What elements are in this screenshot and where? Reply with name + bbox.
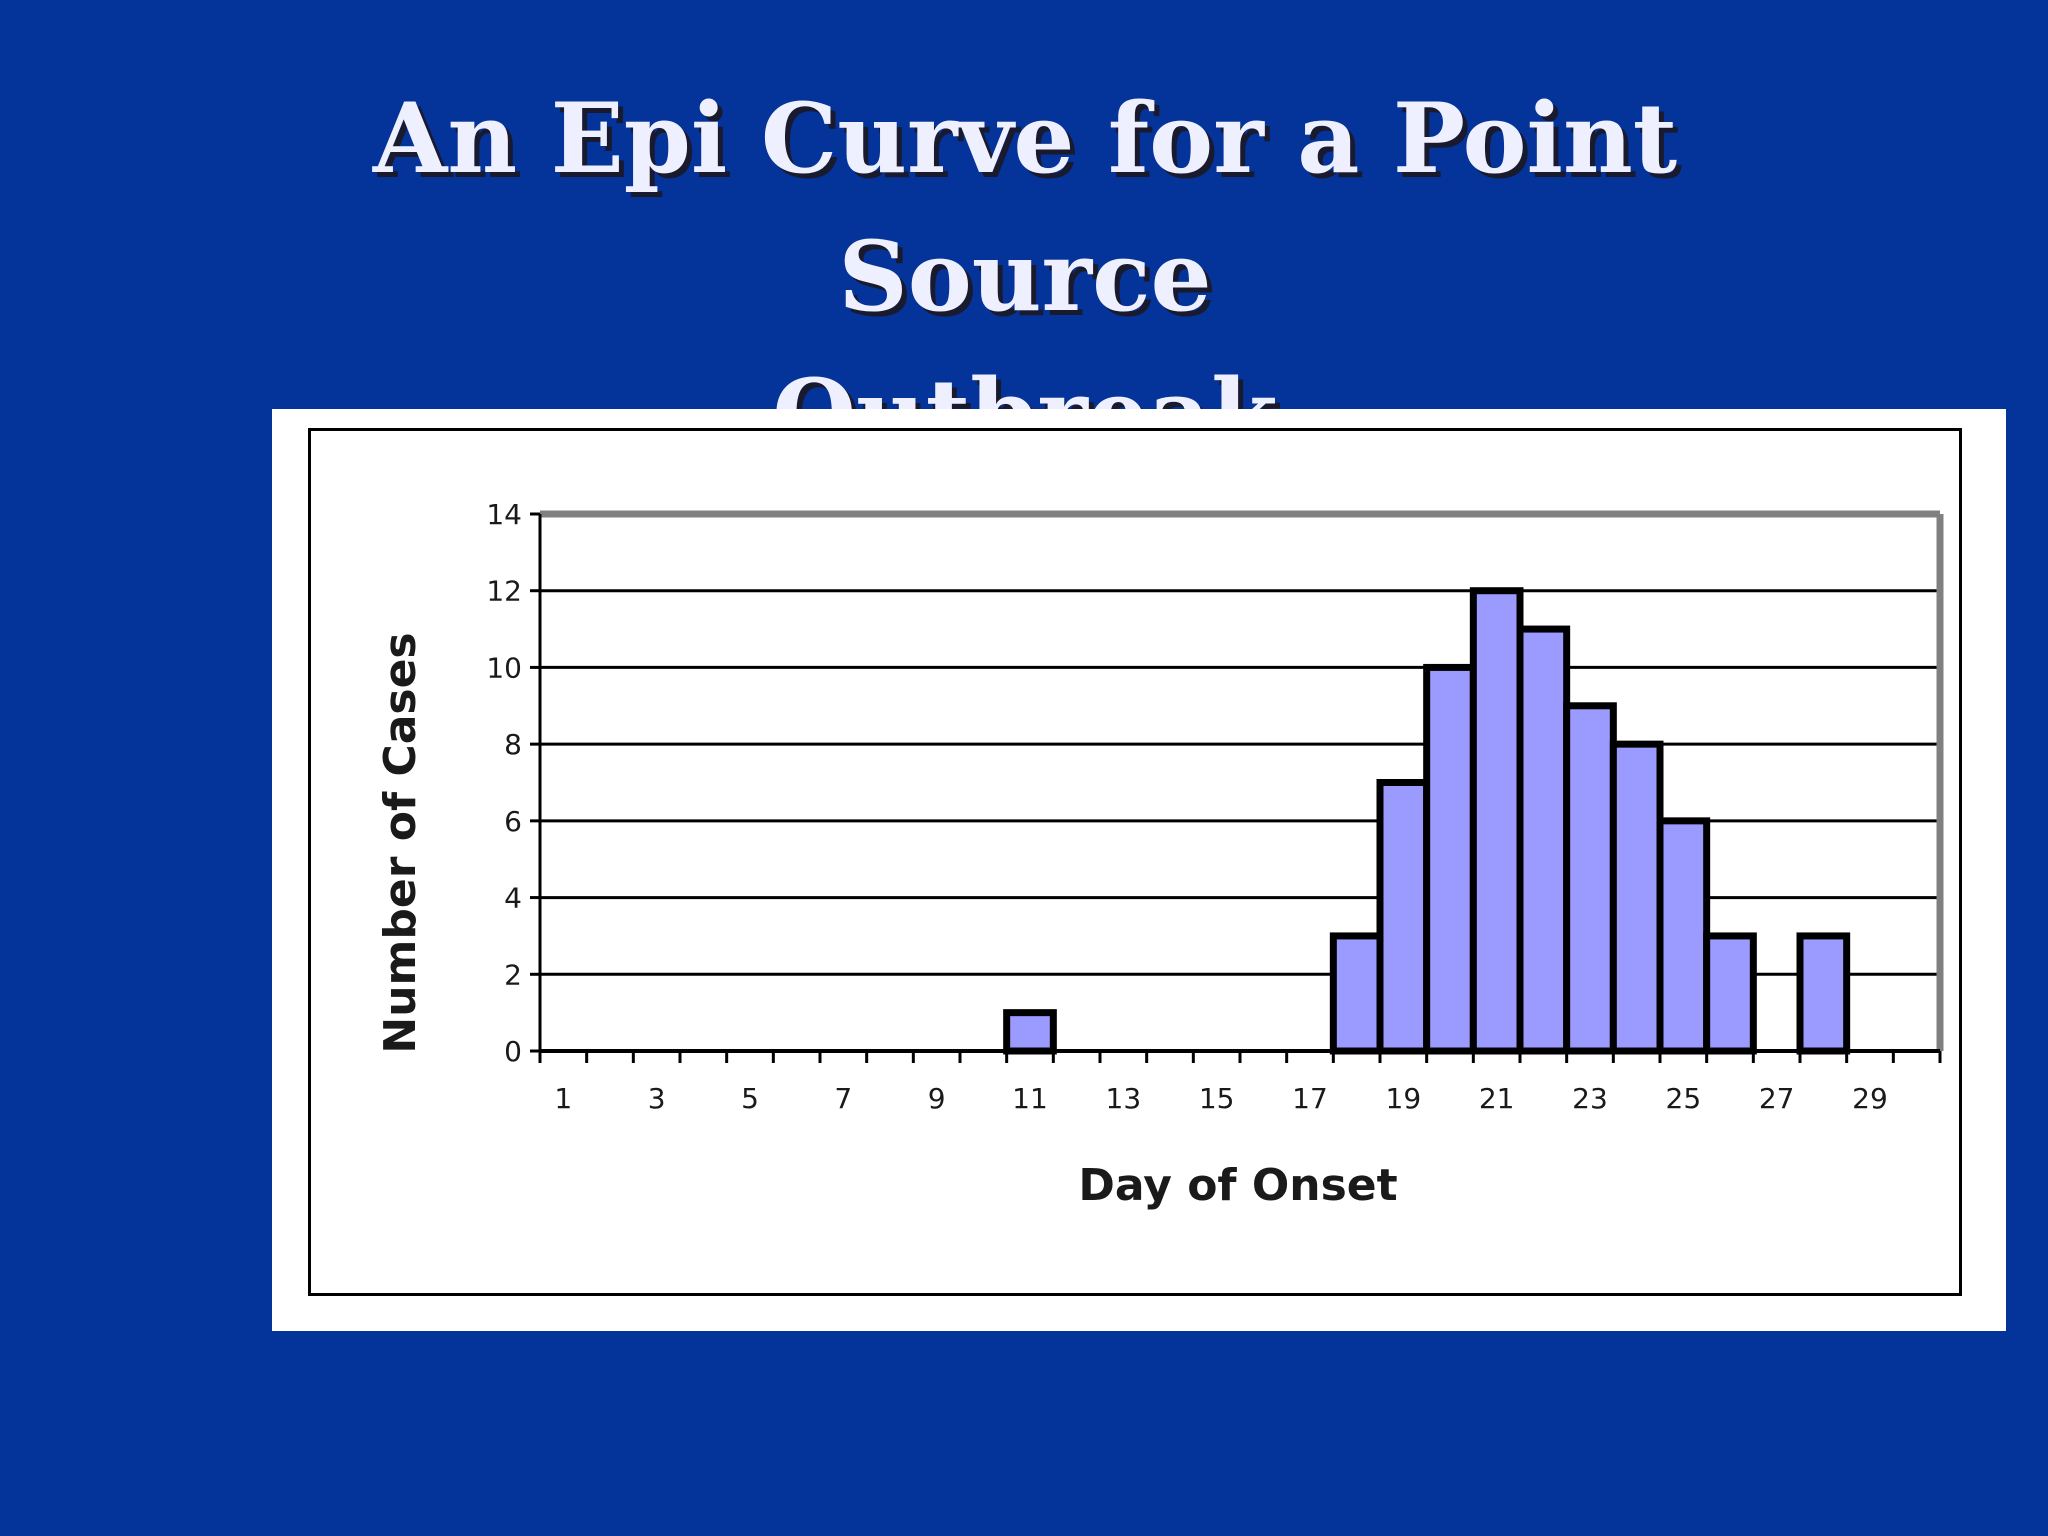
bar-day-24 [1609,740,1664,1055]
x-tick-label: 3 [648,1082,666,1115]
x-tick-label: 21 [1479,1082,1515,1115]
x-tick-label: 23 [1572,1082,1608,1115]
x-tick-label: 13 [1106,1082,1142,1115]
gridlines [540,589,1940,976]
bar-day-11 [1003,1009,1057,1055]
bar-day-28 [1796,932,1851,1055]
bar-day-22 [1516,625,1571,1055]
bar-day-19 [1376,779,1431,1055]
x-tick-label: 19 [1386,1082,1422,1115]
y-tick-label: 0 [504,1035,522,1068]
y-tick-label: 4 [504,882,522,915]
x-axis-title: Day of Onset [1078,1160,1397,1211]
x-tick-label: 11 [1012,1082,1048,1115]
axes [530,510,1944,1063]
x-tick-label: 5 [741,1082,759,1115]
y-tick-label: 8 [504,728,522,761]
bar-day-21 [1469,587,1524,1055]
x-tick-label: 27 [1759,1082,1795,1115]
y-tick-label: 10 [486,651,522,684]
bar-day-26 [1703,932,1757,1055]
x-tick-label: 17 [1292,1082,1328,1115]
y-tick-label: 14 [486,498,522,531]
x-tick-label: 1 [554,1082,572,1115]
x-tick-label: 29 [1852,1082,1888,1115]
chart-card: 0 2 4 6 8 10 12 14 1 3 5 7 9 11 13 15 17 19 21 23 25 27 29 Day… [272,409,2006,1331]
y-tick-label: 12 [486,575,522,608]
bar-day-25 [1656,817,1711,1055]
x-tick-label: 25 [1666,1082,1702,1115]
y-axis-title: Number of Cases [375,632,426,1053]
bar-day-18 [1329,932,1384,1055]
x-tick-label: 7 [834,1082,852,1115]
x-tick-label: 9 [928,1082,946,1115]
y-tick-label: 6 [504,805,522,838]
bar-day-23 [1563,702,1617,1055]
x-tick-label: 15 [1199,1082,1235,1115]
y-tick-label: 2 [504,958,522,991]
bar-day-20 [1423,663,1477,1055]
chart-frame [308,428,1962,1296]
slide-title-line-1: An Epi Curve for a Point Source [372,82,1678,333]
